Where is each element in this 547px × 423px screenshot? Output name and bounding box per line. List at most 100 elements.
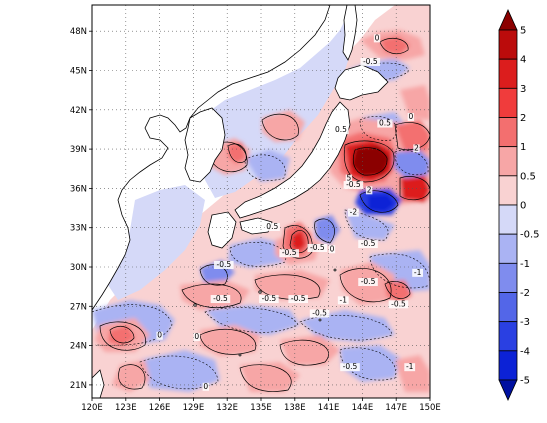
neg-area bbox=[368, 194, 395, 212]
contour-label: -1 bbox=[340, 295, 348, 304]
colorbar-segment bbox=[498, 58, 518, 89]
contour-label-bg bbox=[288, 295, 308, 304]
neg-area bbox=[340, 345, 400, 382]
pos-area bbox=[395, 355, 430, 392]
contour-label: -0.5 bbox=[346, 180, 361, 189]
colorbar-segment bbox=[498, 117, 518, 148]
contour-label: -0.5 bbox=[343, 362, 358, 371]
colorbar-segment bbox=[498, 146, 518, 177]
contour-label-bg bbox=[347, 208, 359, 217]
x-tick-label: 141E bbox=[318, 403, 340, 413]
contour-label: -0.5 bbox=[391, 299, 406, 308]
colorbar-label: 5 bbox=[520, 26, 526, 37]
colorbar-label: 0 bbox=[520, 201, 526, 212]
x-tick-label: 150E bbox=[419, 403, 441, 413]
pos-area bbox=[352, 146, 390, 176]
contour-label-bg bbox=[343, 181, 364, 190]
contour-label-bg bbox=[412, 268, 424, 277]
pos-area bbox=[262, 110, 305, 142]
neg-area bbox=[300, 310, 395, 342]
contour-label: 0.5 bbox=[335, 125, 347, 134]
colorbar-label: 1 bbox=[520, 142, 526, 153]
x-tick-label: 144E bbox=[352, 403, 374, 413]
contour-label-bg bbox=[407, 112, 415, 121]
contour-label-bg bbox=[358, 278, 378, 287]
contour-label-bg bbox=[307, 243, 328, 252]
contour-label: -0.5 bbox=[291, 294, 306, 303]
colorbar-segment bbox=[498, 175, 518, 206]
colorbar-segment bbox=[498, 292, 518, 323]
honshu-island bbox=[234, 101, 351, 219]
colorbar-label: -0.5 bbox=[520, 230, 540, 241]
contour-label: 2 bbox=[414, 143, 419, 152]
colorbar-label: -5 bbox=[520, 376, 530, 387]
contour-label: 5 bbox=[346, 174, 351, 183]
x-tick-label: 120E bbox=[81, 403, 103, 413]
y-tick-label: 30N bbox=[70, 263, 87, 273]
neg-area bbox=[245, 150, 290, 182]
contour-label: -0.5 bbox=[310, 243, 325, 252]
contour-lines-dashed bbox=[92, 62, 430, 390]
hokkaido-island bbox=[334, 64, 389, 101]
pos-area bbox=[291, 230, 306, 252]
pos-area bbox=[395, 120, 430, 152]
x-tick-label: 135E bbox=[250, 403, 272, 413]
map-grid bbox=[92, 5, 430, 398]
contour-lines bbox=[99, 38, 430, 392]
contour-label: -0.5 bbox=[363, 57, 378, 66]
kyushu-island bbox=[207, 211, 237, 249]
contour-label-bg bbox=[193, 333, 200, 342]
contour-label: -2 bbox=[350, 208, 358, 217]
colorbar-label: 2 bbox=[520, 113, 526, 124]
colorbar-label: 4 bbox=[520, 55, 526, 66]
contour-label-bg bbox=[365, 186, 373, 195]
korean-peninsula bbox=[184, 107, 226, 183]
y-tick-label: 42N bbox=[70, 106, 87, 116]
contour-label-bg bbox=[358, 240, 378, 249]
contour-label: -0.5 bbox=[312, 308, 327, 317]
contour-label: 0 bbox=[194, 332, 199, 341]
contour-label-bg bbox=[373, 34, 381, 43]
contour-labels: 0-0.500.50.525-0.52-20.5-0.5-0.5 0-0.5-0.… bbox=[156, 33, 424, 391]
y-tick-label: 33N bbox=[70, 224, 87, 234]
pos-area bbox=[255, 270, 330, 300]
contour-label-bg bbox=[404, 363, 416, 372]
x-tick-label: 129E bbox=[183, 403, 205, 413]
yellow-sea-region bbox=[108, 185, 205, 300]
contour-label-bg bbox=[264, 223, 280, 232]
contour-label: 0 bbox=[375, 33, 380, 42]
contour-label-bg bbox=[337, 296, 349, 305]
contour-label-bg bbox=[210, 295, 231, 304]
pos-area bbox=[400, 85, 430, 120]
contour-label-bg bbox=[202, 382, 209, 391]
colorbar-segment bbox=[498, 87, 518, 118]
contour-label-bg bbox=[413, 144, 420, 153]
shikoku-island bbox=[239, 217, 273, 235]
y-tick-label: 39N bbox=[70, 145, 87, 155]
neg-area bbox=[345, 210, 395, 240]
contour-label: -0.5 bbox=[361, 239, 376, 248]
colorbar-label: -2 bbox=[520, 288, 530, 299]
contour-label: 0 bbox=[157, 331, 162, 340]
x-tick-label: 147E bbox=[385, 403, 407, 413]
colorbar-segment bbox=[498, 29, 518, 60]
contour-label-bg bbox=[214, 261, 234, 269]
y-tick-label: 21N bbox=[70, 381, 87, 391]
pos-area bbox=[108, 325, 135, 346]
x-tick-label: 123E bbox=[115, 403, 137, 413]
x-tick-label: 132E bbox=[216, 403, 238, 413]
contour-label-bg bbox=[388, 300, 409, 309]
contour-label: 0 bbox=[330, 244, 335, 253]
colorbar-segment bbox=[498, 350, 518, 381]
contour-label-bg bbox=[360, 57, 381, 66]
axis-ticks: 120E 123E 126E 129E 132E 135E 138E 141E 144E 147E… bbox=[70, 27, 441, 413]
contour-label-bg bbox=[345, 174, 353, 183]
y-tick-label: 45N bbox=[70, 67, 87, 77]
pos-area bbox=[385, 280, 412, 303]
contour-label: 0.5 bbox=[266, 222, 278, 231]
colorbar-segment bbox=[498, 233, 518, 264]
neg-area bbox=[394, 150, 430, 178]
contour-label: 0 bbox=[408, 112, 413, 121]
